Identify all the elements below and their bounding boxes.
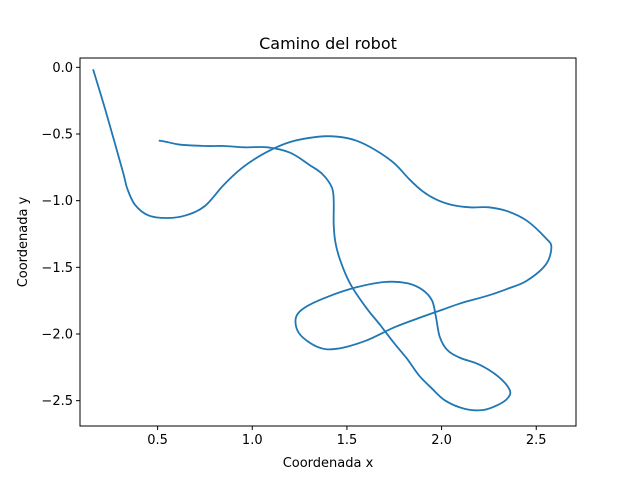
y-tick-label: −1.0 xyxy=(41,194,73,209)
x-tick-label: 1.5 xyxy=(337,433,358,448)
x-axis-label: Coordenada x xyxy=(283,456,374,471)
y-tick-label: −2.0 xyxy=(41,328,73,343)
x-tick-label: 1.0 xyxy=(242,433,263,448)
chart-title: Camino del robot xyxy=(259,34,397,53)
axis-ticks: 0.5 1.0 1.5 2.0 2.5 0.0 −0.5 −1.0 −1.5 −2.0 −2.5 xyxy=(41,61,546,448)
y-axis-label: Coordenada y xyxy=(16,196,31,287)
x-tick-label: 0.5 xyxy=(147,433,168,448)
x-tick-label: 2.5 xyxy=(526,433,547,448)
x-tick-label: 2.0 xyxy=(431,433,452,448)
y-tick-label: 0.0 xyxy=(52,61,73,76)
plot-area xyxy=(92,69,553,412)
y-tick-label: −1.5 xyxy=(41,261,73,276)
robot-path-line xyxy=(92,69,553,412)
plot-frame xyxy=(79,57,577,427)
y-tick-label: −2.5 xyxy=(41,394,73,409)
y-tick-label: −0.5 xyxy=(41,128,73,143)
